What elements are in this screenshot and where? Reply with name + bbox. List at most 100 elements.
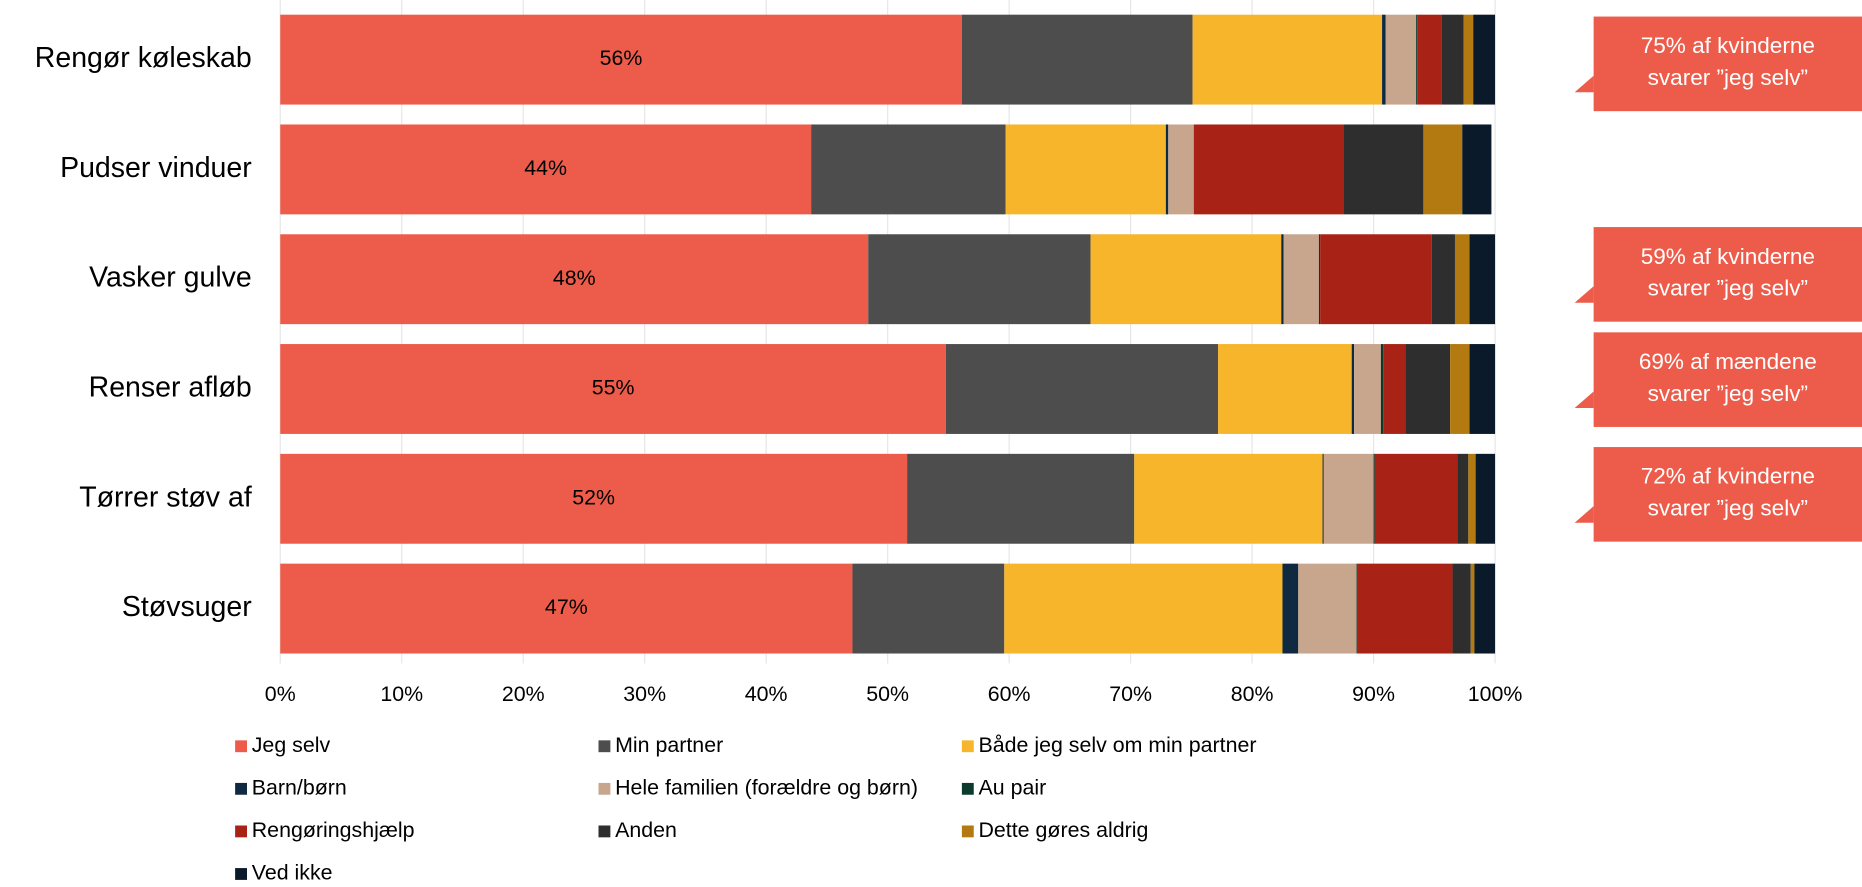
callout-text: svarer ”jeg selv”	[1648, 496, 1808, 521]
x-tick-label: 100%	[1468, 682, 1523, 706]
x-tick-label: 0%	[265, 682, 296, 706]
x-tick-label: 70%	[1109, 682, 1152, 706]
bar-segment	[852, 563, 1005, 654]
x-tick-label: 40%	[745, 682, 788, 706]
bar-segment	[1298, 563, 1357, 654]
bar-segment	[1090, 234, 1282, 325]
bar-segment	[1357, 563, 1453, 654]
legend-swatch	[235, 825, 247, 838]
x-tick-label: 20%	[502, 682, 545, 706]
x-tick-label: 50%	[866, 682, 909, 706]
legend-label: Anden	[615, 818, 677, 842]
legend-swatch	[235, 740, 247, 753]
callout-text: 59% af kvinderne	[1641, 244, 1815, 269]
bar-segment	[907, 453, 1135, 544]
category-label: Renser afløb	[89, 372, 252, 404]
bar-segment	[1462, 124, 1492, 215]
value-label: 56%	[600, 46, 643, 70]
bar-segment	[1457, 453, 1469, 544]
callout-box	[1593, 16, 1862, 112]
bar-segment	[1382, 14, 1386, 105]
legend-label: Rengøringshjælp	[252, 818, 415, 842]
legend-label: Barn/børn	[252, 776, 347, 800]
bar-segment	[1416, 14, 1418, 105]
bar-segment	[1468, 453, 1476, 544]
bar-segment	[280, 563, 853, 654]
bar-segment	[1454, 234, 1470, 325]
bar-segment	[1192, 14, 1383, 105]
bar-segment	[280, 344, 946, 434]
bar-segment	[1450, 344, 1470, 434]
bar-segment	[1469, 344, 1496, 434]
value-label: 48%	[553, 266, 596, 290]
legend-swatch	[235, 868, 247, 880]
legend-swatch	[235, 782, 247, 795]
category-label: Pudser vinduer	[60, 152, 252, 184]
bar-segment	[945, 344, 1219, 434]
callout-pointer	[1574, 391, 1594, 409]
value-label: 55%	[592, 376, 635, 400]
category-label: Rengør køleskab	[35, 42, 252, 74]
bar-segment	[1218, 344, 1352, 434]
bar-segment	[1405, 344, 1451, 434]
callout-text: 69% af mændene	[1639, 349, 1817, 374]
bar-segment	[1005, 124, 1166, 215]
callout-box	[1593, 332, 1862, 427]
bar-segment	[1351, 344, 1355, 434]
bar-segment	[961, 14, 1193, 105]
x-tick-label: 60%	[988, 682, 1031, 706]
bar-segment	[1380, 344, 1384, 434]
bar-segment	[1165, 124, 1169, 215]
bar-segment	[280, 234, 869, 325]
bar-segment	[1463, 14, 1474, 105]
bar-segment	[1004, 563, 1283, 654]
bar-segment	[1354, 344, 1381, 434]
bar-segment	[1343, 124, 1424, 215]
category-label: Støvsuger	[122, 591, 252, 623]
bar-segment	[1134, 453, 1323, 544]
callout-pointer	[1574, 286, 1594, 303]
callout-text: svarer ”jeg selv”	[1648, 65, 1808, 90]
legend-swatch	[961, 825, 974, 838]
legend-label: Både jeg selv om min partner	[979, 733, 1257, 757]
legend-label: Ved ikke	[252, 861, 333, 885]
bar-segment	[811, 124, 1006, 215]
bar-segment	[1441, 14, 1464, 105]
value-label: 52%	[572, 485, 615, 509]
bar-segment	[1417, 14, 1442, 105]
bar-segment	[1431, 234, 1455, 325]
x-tick-label: 90%	[1352, 682, 1395, 706]
bar-segment	[1374, 453, 1458, 544]
x-tick-label: 10%	[380, 682, 423, 706]
bar-segment	[1385, 14, 1417, 105]
legend-swatch	[961, 740, 974, 753]
bar-segment	[280, 124, 812, 215]
callout-box	[1593, 447, 1862, 542]
bar-segment	[1320, 234, 1432, 325]
bar-segment	[1283, 234, 1319, 325]
category-label: Tørrer støv af	[79, 481, 252, 513]
bar-segment	[1383, 344, 1406, 434]
callout-text: 72% af kvinderne	[1641, 464, 1815, 489]
bar-segment	[1452, 563, 1471, 654]
bar-segment	[868, 234, 1091, 325]
legend-label: Au pair	[979, 776, 1047, 800]
legend-label: Hele familien (forældre og børn)	[615, 776, 918, 800]
bar-segment	[1168, 124, 1194, 215]
legend-label: Min partner	[615, 733, 723, 757]
bar-segment	[1474, 563, 1496, 654]
x-tick-label: 80%	[1231, 682, 1274, 706]
value-label: 47%	[545, 595, 588, 619]
bar-segment	[1373, 453, 1375, 544]
bar-segment	[1323, 453, 1374, 544]
legend-swatch	[961, 782, 974, 795]
bar-segment	[1318, 234, 1321, 325]
callout-text: 75% af kvinderne	[1641, 33, 1815, 58]
bar-segment	[1423, 124, 1463, 215]
bar-segment	[1356, 563, 1358, 654]
legend-swatch	[598, 740, 611, 753]
legend-label: Dette gøres aldrig	[979, 818, 1149, 842]
bar-segment	[1322, 453, 1324, 544]
legend-swatch	[598, 782, 611, 795]
